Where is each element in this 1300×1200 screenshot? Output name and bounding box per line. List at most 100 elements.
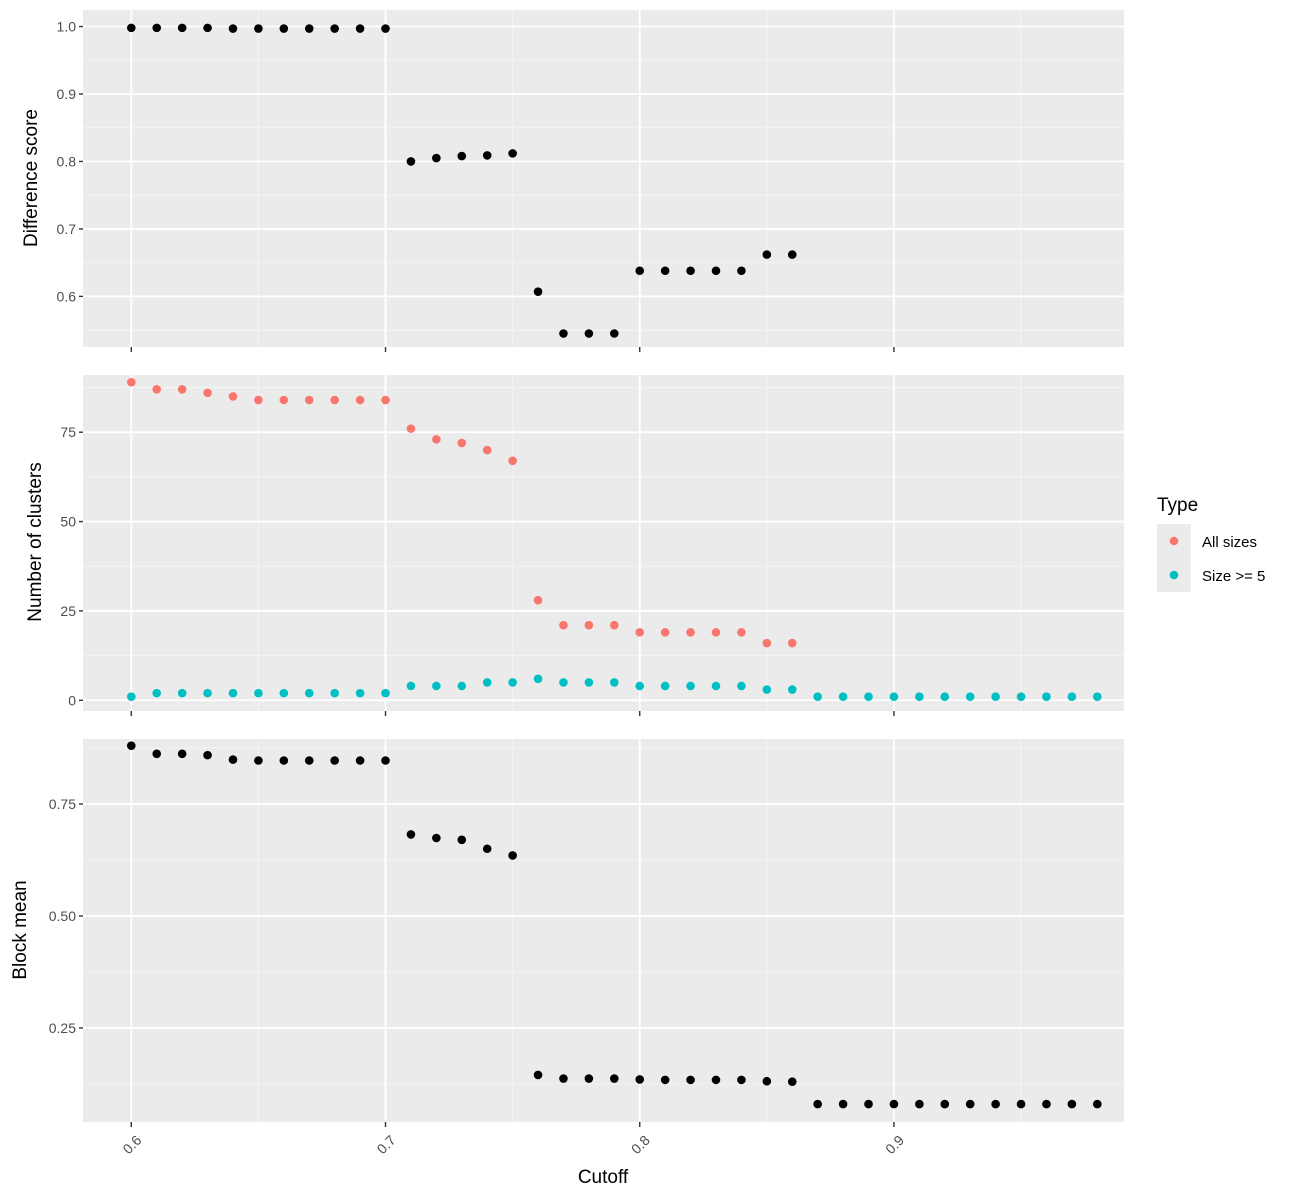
data-point	[584, 329, 594, 338]
legend-key-all-sizes	[1169, 536, 1179, 546]
data-point	[1093, 1099, 1102, 1109]
data-point	[381, 395, 390, 405]
data-point	[660, 1075, 670, 1085]
data-point	[889, 692, 899, 702]
data-point	[711, 681, 721, 691]
data-point	[940, 1099, 950, 1109]
data-point	[940, 692, 950, 702]
x-axis-title: Cutoff	[578, 1167, 629, 1188]
data-point	[254, 395, 263, 405]
data-point	[406, 681, 416, 691]
y-axis-title-number-of-clusters: Number of clusters	[25, 462, 46, 621]
data-point	[381, 688, 390, 698]
data-point	[838, 1099, 848, 1109]
data-point	[457, 835, 467, 845]
legend-title: Type	[1157, 495, 1198, 516]
data-point	[177, 688, 187, 698]
data-point	[203, 688, 212, 698]
data-point	[254, 688, 263, 698]
data-point	[711, 1075, 721, 1085]
data-point	[559, 329, 568, 338]
data-point	[127, 377, 136, 387]
data-point	[762, 685, 772, 694]
data-point	[584, 1074, 594, 1083]
data-point	[889, 1099, 899, 1109]
data-point	[533, 595, 543, 605]
data-point	[610, 329, 619, 338]
data-point	[533, 1070, 543, 1080]
data-point	[203, 750, 212, 760]
data-point	[457, 438, 467, 448]
data-point	[330, 688, 339, 698]
data-point	[635, 1075, 645, 1084]
y-tick-label: 25	[60, 603, 76, 619]
data-point	[177, 23, 187, 33]
data-point	[864, 1099, 873, 1109]
y-tick-label: 0.8	[57, 153, 77, 169]
data-point	[304, 24, 314, 33]
data-point	[610, 1074, 619, 1083]
data-point	[559, 678, 568, 687]
data-point	[559, 1074, 568, 1083]
data-point	[203, 23, 212, 33]
data-point	[482, 678, 492, 687]
data-point	[635, 628, 645, 637]
data-point	[254, 24, 263, 33]
data-point	[432, 153, 441, 163]
data-point	[381, 756, 390, 765]
data-point	[864, 692, 873, 702]
data-point	[457, 151, 467, 161]
data-point	[584, 678, 594, 687]
data-point	[406, 424, 416, 433]
data-point	[152, 384, 162, 394]
y-tick-label: 0.7	[57, 221, 77, 237]
data-point	[559, 620, 568, 630]
data-point	[330, 24, 339, 33]
data-point	[279, 24, 289, 33]
data-point	[432, 833, 441, 843]
y-tick-label: 0	[68, 692, 76, 708]
y-tick-label: 50	[60, 514, 76, 530]
data-point	[228, 392, 238, 401]
data-point	[762, 1076, 772, 1086]
data-point	[152, 749, 162, 759]
data-point	[991, 692, 1000, 702]
data-point	[1042, 1099, 1051, 1109]
data-point	[228, 755, 238, 764]
data-point	[610, 678, 619, 687]
panel-block-mean: 0.25 0.50 0.75	[49, 739, 1124, 1127]
data-point	[965, 692, 975, 702]
data-point	[660, 266, 670, 276]
data-point	[762, 638, 772, 648]
data-point	[1093, 692, 1102, 702]
data-point	[813, 692, 822, 702]
data-point	[432, 435, 441, 444]
y-axis-title-block-mean: Block mean	[10, 880, 31, 979]
data-point	[177, 749, 187, 759]
data-point	[1067, 1099, 1077, 1109]
panel-background	[83, 375, 1124, 711]
data-point	[610, 620, 619, 630]
data-point	[127, 23, 136, 33]
data-point	[279, 756, 289, 765]
panel-difference-score: 0.6 0.7 0.8 0.9 1.0	[57, 10, 1124, 352]
data-point	[737, 628, 746, 637]
data-point	[508, 678, 517, 687]
data-point	[737, 266, 746, 276]
data-point	[787, 638, 797, 648]
data-point	[304, 395, 314, 405]
data-point	[304, 688, 314, 698]
data-point	[991, 1099, 1000, 1109]
data-point	[686, 628, 695, 637]
data-point	[254, 756, 263, 765]
data-point	[355, 395, 365, 405]
y-tick-label: 75	[60, 424, 76, 440]
data-point	[508, 149, 517, 158]
data-point	[152, 23, 162, 33]
data-point	[304, 756, 314, 765]
data-point	[482, 151, 492, 160]
data-point	[152, 688, 162, 698]
data-point	[127, 692, 136, 702]
data-point	[965, 1099, 975, 1109]
